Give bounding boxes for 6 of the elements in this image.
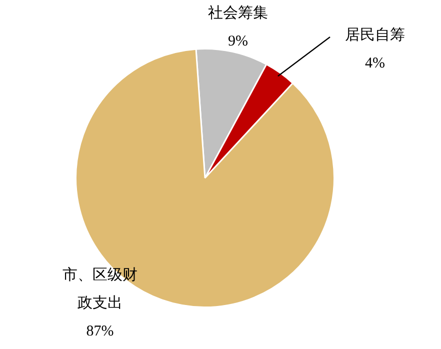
data-label: 87% bbox=[86, 323, 114, 340]
data-label: 9% bbox=[228, 33, 248, 50]
slice-label: 市、区级财政支出 bbox=[62, 266, 138, 312]
data-label: 4% bbox=[365, 55, 385, 72]
slice-label: 居民自筹 bbox=[345, 26, 405, 44]
slice-label: 社会筹集 bbox=[208, 4, 268, 22]
